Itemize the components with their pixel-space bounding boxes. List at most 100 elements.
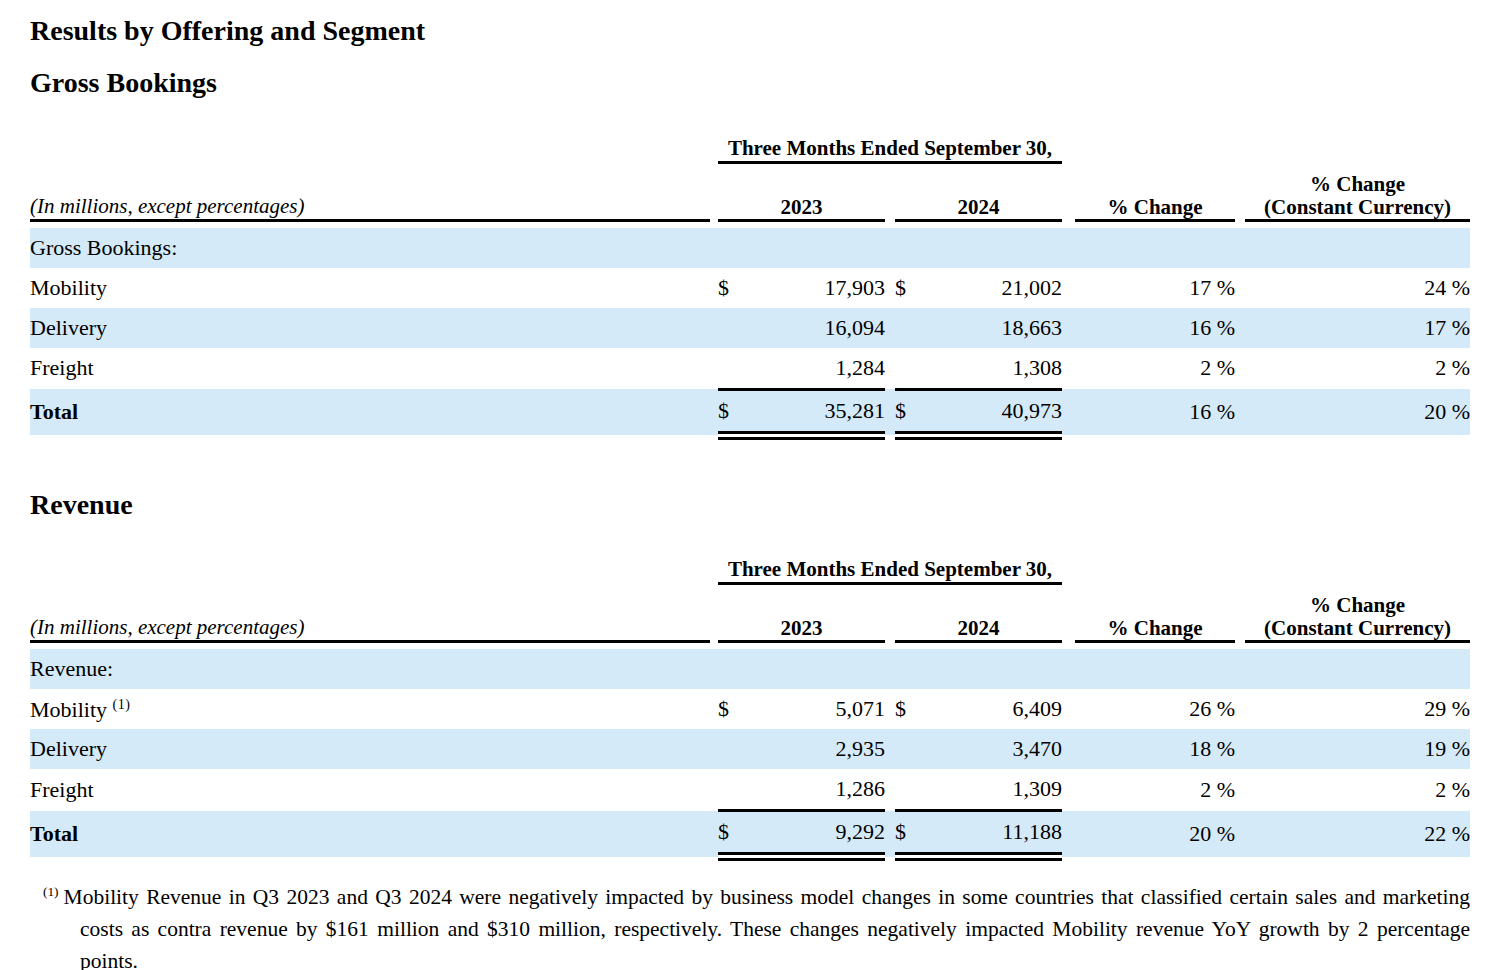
pct-cell: 2 % [1075,348,1235,390]
empty-cell [30,553,710,584]
gap-cell [1062,729,1075,769]
currency-cell: $ [718,268,762,308]
currency-cell: $ [895,268,939,308]
gap-cell [1062,348,1075,390]
pct-cell: 16 % [1075,389,1235,435]
pct-cell: 17 % [1075,268,1235,308]
row-label: Delivery [30,729,710,769]
gap-cell [885,162,895,220]
period-header: Three Months Ended September 30, [718,132,1062,163]
gap-cell [885,769,895,811]
currency-cell: $ [895,811,939,857]
in-millions-note: (In millions, except percentages) [30,162,710,220]
row-label: Delivery [30,308,710,348]
table-row: Freight 1,284 1,308 2 % 2 % [30,348,1470,390]
table-row: Freight 1,286 1,309 2 % 2 % [30,769,1470,811]
gap-cell [710,348,718,390]
pct-cell: 20 % [1245,389,1470,435]
value-cell: 1,308 [939,348,1062,390]
currency-cell: $ [895,389,939,435]
currency-cell: $ [895,689,939,729]
column-header-2023: 2023 [718,162,885,220]
value-cell: 18,663 [939,308,1062,348]
currency-cell: $ [718,389,762,435]
row-label: Freight [30,769,710,811]
section-label: Gross Bookings: [30,228,1470,268]
gap-cell [1235,729,1245,769]
empty-cell [1062,553,1075,584]
value-cell: 11,188 [939,811,1062,857]
pct-change-cc-line1: % Change [1310,593,1405,617]
gross-bookings-heading: Gross Bookings [30,68,1470,99]
value-cell: 3,470 [939,729,1062,769]
column-header-row: (In millions, except percentages) 2023 2… [30,584,1470,642]
pct-cell: 24 % [1245,268,1470,308]
footnote: (1)Mobility Revenue in Q3 2023 and Q3 20… [30,876,1470,970]
document-page: Results by Offering and Segment Gross Bo… [0,0,1512,970]
gap-cell [1062,584,1075,642]
value-cell: 17,903 [762,268,885,308]
value-cell: 35,281 [762,389,885,435]
column-header-pct-change: % Change [1075,584,1235,642]
gap-cell [1062,811,1075,857]
gap-cell [885,729,895,769]
currency-cell: $ [718,689,762,729]
empty-cell [1062,132,1075,163]
gap-cell [885,811,895,857]
gap-cell [1235,584,1245,642]
section-row: Gross Bookings: [30,228,1470,268]
gap-cell [710,769,718,811]
pct-change-cc-line1: % Change [1310,172,1405,196]
in-millions-note: (In millions, except percentages) [30,584,710,642]
gap-cell [1235,268,1245,308]
pct-cell: 22 % [1245,811,1470,857]
period-header-row: Three Months Ended September 30, [30,132,1470,163]
gap-cell [1235,348,1245,390]
gap-cell [710,308,718,348]
pct-cell: 26 % [1075,689,1235,729]
empty-cell [1235,553,1245,584]
gap-cell [1062,162,1075,220]
table-row: Mobility $ 17,903 $ 21,002 17 % 24 % [30,268,1470,308]
gap-cell [885,689,895,729]
value-cell: 1,286 [762,769,885,811]
page-title: Results by Offering and Segment [30,16,1470,47]
row-label-text: Mobility [30,697,107,722]
currency-cell [895,308,939,348]
currency-cell: $ [718,811,762,857]
currency-cell [718,729,762,769]
gap-cell [885,389,895,435]
currency-cell [718,348,762,390]
gap-cell [1062,389,1075,435]
empty-cell [1235,132,1245,163]
empty-cell [1075,553,1235,584]
empty-cell [710,553,718,584]
gap-cell [710,162,718,220]
gap-cell [710,729,718,769]
gap-cell [885,348,895,390]
total-row: Total $ 9,292 $ 11,188 20 % 22 % [30,811,1470,857]
empty-cell [1245,553,1470,584]
gap-cell [1062,308,1075,348]
period-header: Three Months Ended September 30, [718,553,1062,584]
gap-cell [1062,689,1075,729]
footnote-ref: (1) [113,696,131,712]
pct-cell: 20 % [1075,811,1235,857]
table-row: Mobility (1) $ 5,071 $ 6,409 26 % 29 % [30,689,1470,729]
empty-cell [710,132,718,163]
gap-cell [710,389,718,435]
pct-cell: 2 % [1075,769,1235,811]
gap-cell [885,268,895,308]
column-header-2024: 2024 [895,162,1062,220]
gap-cell [1235,689,1245,729]
value-cell: 1,309 [939,769,1062,811]
value-cell: 40,973 [939,389,1062,435]
total-label: Total [30,389,710,435]
gap-cell [1062,769,1075,811]
section-row: Revenue: [30,649,1470,689]
column-header-pct-change-cc: % Change (Constant Currency) [1245,162,1470,220]
pct-cell: 2 % [1245,348,1470,390]
gap-cell [1062,268,1075,308]
value-cell: 1,284 [762,348,885,390]
spacer-row [30,642,1470,650]
